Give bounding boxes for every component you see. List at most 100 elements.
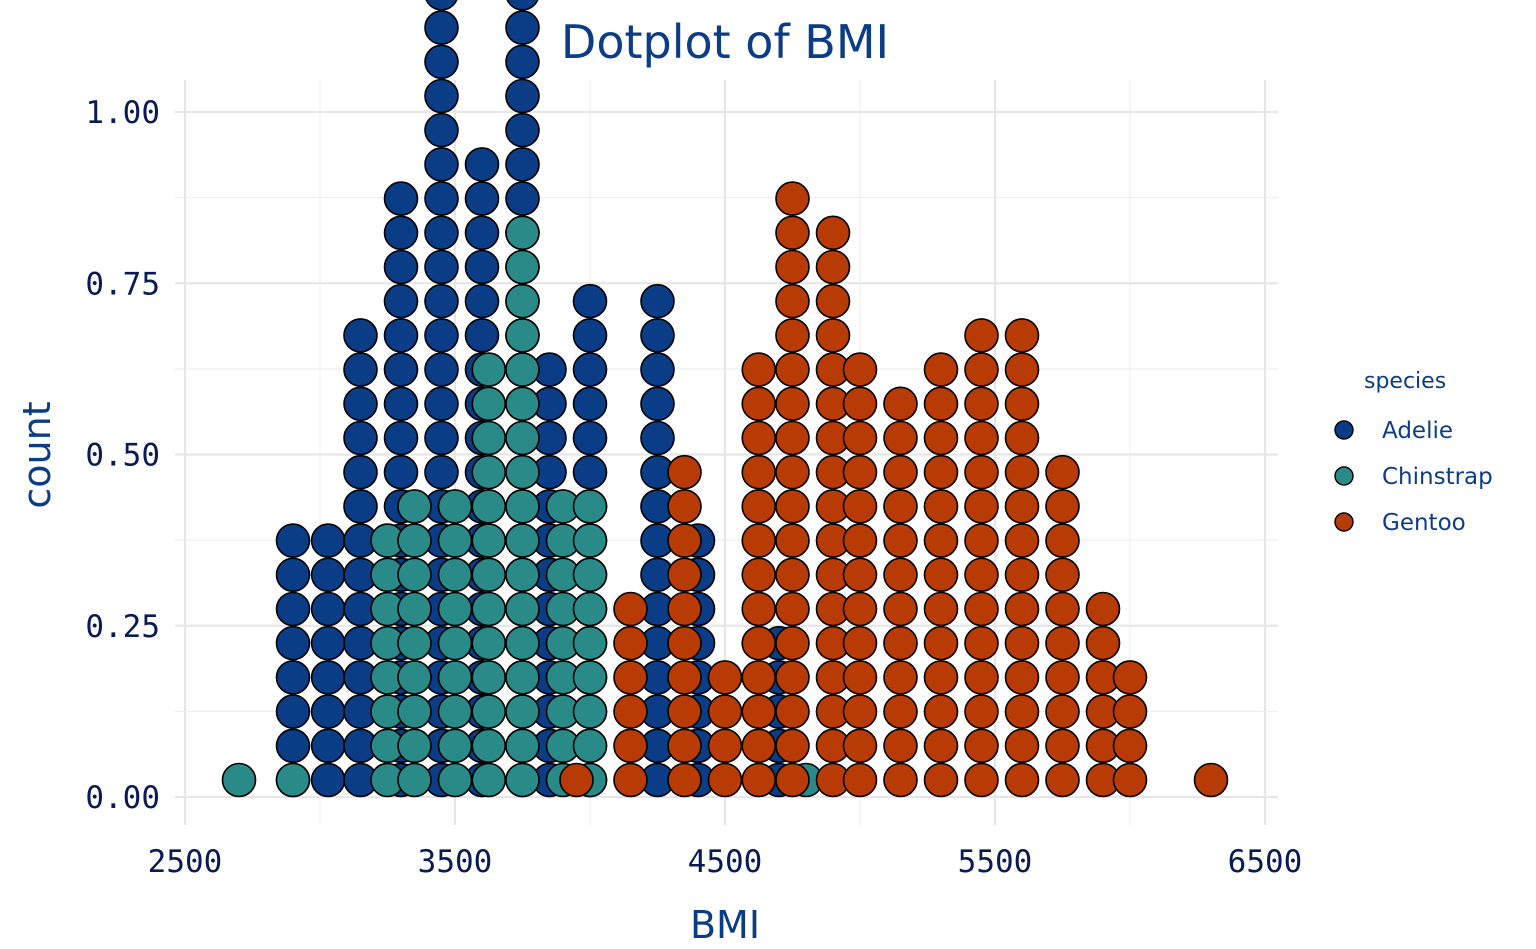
dot-gentoo <box>741 454 777 490</box>
dot-chinstrap <box>437 728 473 764</box>
dot-gentoo <box>1004 728 1040 764</box>
dot-chinstrap <box>437 557 473 593</box>
dot-gentoo <box>964 557 999 593</box>
dot-adelie <box>275 694 311 729</box>
dot-adelie <box>424 249 459 285</box>
dot-chinstrap <box>437 591 473 627</box>
dot-gentoo <box>667 489 702 524</box>
dot-gentoo <box>1112 660 1148 695</box>
y-axis-label: count <box>15 401 59 508</box>
dot-gentoo <box>707 762 743 798</box>
dot-adelie <box>383 181 419 216</box>
dot-adelie <box>505 10 540 45</box>
dot-gentoo <box>964 660 999 695</box>
dot-gentoo <box>667 523 702 558</box>
dot-gentoo <box>883 660 918 695</box>
dot-chinstrap <box>505 215 540 251</box>
dot-chinstrap <box>471 762 507 798</box>
dot-chinstrap <box>471 660 507 695</box>
dot-gentoo <box>964 762 999 798</box>
dot-adelie <box>505 44 540 80</box>
dot-gentoo <box>1045 660 1080 695</box>
dot-gentoo <box>964 454 999 490</box>
dot-gentoo <box>923 762 959 798</box>
dot-adelie <box>464 147 500 182</box>
dot-adelie <box>310 557 346 593</box>
dot-chinstrap <box>471 352 507 387</box>
dot-gentoo <box>667 625 702 661</box>
dot-adelie <box>310 762 346 798</box>
dot-gentoo <box>667 728 702 764</box>
dot-adelie <box>572 420 608 456</box>
dot-gentoo <box>923 454 959 490</box>
dot-gentoo <box>1112 762 1148 798</box>
dot-chinstrap <box>437 489 473 524</box>
dot-gentoo <box>842 523 878 558</box>
dot-gentoo <box>613 762 648 798</box>
dot-chinstrap <box>505 591 540 627</box>
dot-chinstrap <box>471 728 507 764</box>
dot-adelie <box>383 249 419 285</box>
y-tick-label: 0.25 <box>85 609 160 645</box>
dot-chinstrap <box>471 557 507 593</box>
dot-gentoo <box>613 625 648 661</box>
dot-gentoo <box>842 728 878 764</box>
dot-chinstrap <box>437 762 473 798</box>
dot-gentoo <box>775 283 810 319</box>
dot-gentoo <box>667 762 702 798</box>
dot-gentoo <box>667 694 702 729</box>
dot-gentoo <box>923 694 959 729</box>
dot-adelie <box>464 283 500 319</box>
dot-adelie <box>310 660 346 695</box>
dot-gentoo <box>883 625 918 661</box>
dot-gentoo <box>741 386 777 422</box>
dot-gentoo <box>883 591 918 627</box>
dot-adelie <box>424 420 459 456</box>
dot-chinstrap <box>275 762 311 798</box>
dot-gentoo <box>1112 694 1148 729</box>
dot-adelie <box>310 591 346 627</box>
dot-chinstrap <box>572 694 608 729</box>
dot-gentoo <box>775 557 810 593</box>
dot-gentoo <box>775 728 810 764</box>
dot-chinstrap <box>397 523 432 558</box>
dot-gentoo <box>842 420 878 456</box>
dot-gentoo <box>613 660 648 695</box>
dot-gentoo <box>775 523 810 558</box>
dot-chinstrap <box>505 694 540 729</box>
dot-adelie <box>572 386 608 422</box>
x-tick-label: 3500 <box>418 844 493 880</box>
dot-chinstrap <box>505 318 540 353</box>
dot-adelie <box>464 181 500 216</box>
dot-gentoo <box>1004 762 1040 798</box>
dot-gentoo <box>1004 386 1040 422</box>
dot-gentoo <box>923 420 959 456</box>
dot-gentoo <box>842 660 878 695</box>
dot-gentoo <box>964 489 999 524</box>
dot-gentoo <box>1045 762 1080 798</box>
dot-adelie <box>424 318 459 353</box>
legend-label-adelie: Adelie <box>1382 418 1453 444</box>
dot-adelie <box>383 215 419 251</box>
dot-adelie <box>424 283 459 319</box>
dot-chinstrap <box>437 523 473 558</box>
dot-adelie <box>640 420 675 456</box>
dot-adelie <box>464 215 500 251</box>
x-tick-label: 6500 <box>1228 844 1303 880</box>
dot-gentoo <box>775 352 810 387</box>
dot-adelie <box>640 352 675 387</box>
dot-gentoo <box>775 625 810 661</box>
dot-adelie <box>424 10 459 45</box>
dot-chinstrap <box>471 625 507 661</box>
dot-adelie <box>425 0 458 11</box>
dot-gentoo <box>741 420 777 456</box>
dot-gentoo <box>964 591 999 627</box>
dot-gentoo <box>964 728 999 764</box>
dot-adelie <box>383 283 419 319</box>
dot-gentoo <box>707 660 743 695</box>
dot-adelie <box>424 78 459 114</box>
dot-gentoo <box>1045 625 1080 661</box>
legend-key-adelie <box>1334 420 1354 440</box>
dot-gentoo <box>923 591 959 627</box>
dot-adelie <box>383 352 419 387</box>
